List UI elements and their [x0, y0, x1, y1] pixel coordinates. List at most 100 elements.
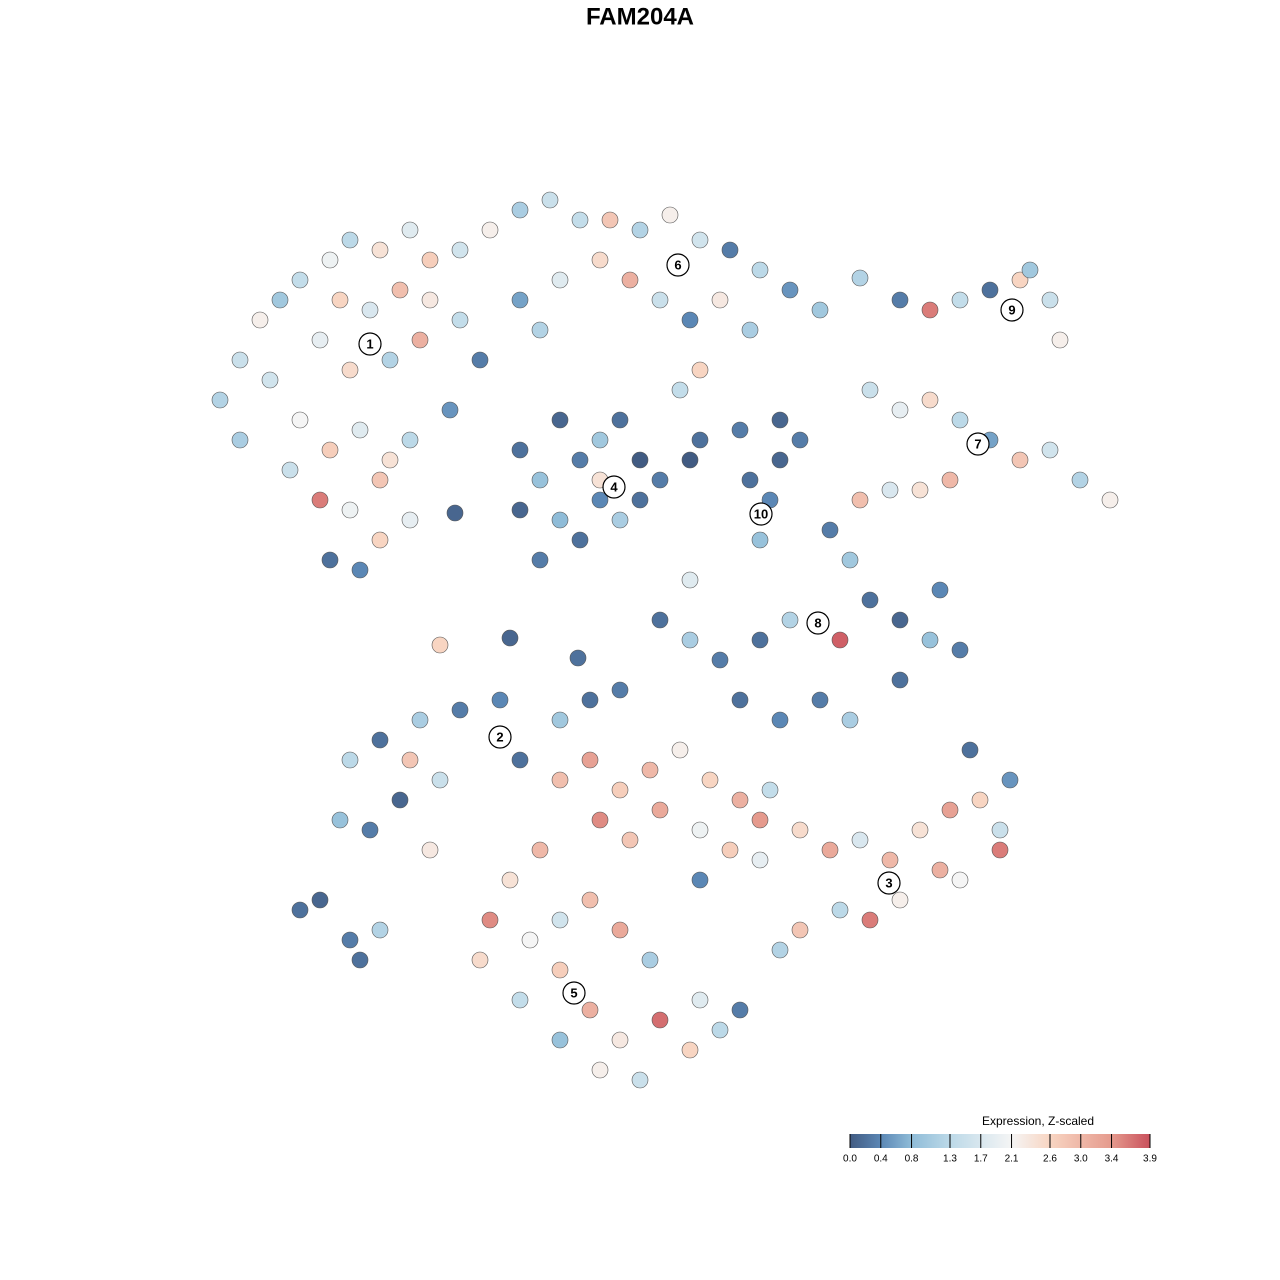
- point: [641, 761, 659, 779]
- point: [601, 211, 619, 229]
- point: [651, 291, 669, 309]
- point: [531, 471, 549, 489]
- point: [446, 504, 464, 522]
- cluster-label: 6: [674, 257, 681, 272]
- cluster-label: 3: [885, 875, 892, 890]
- point: [651, 1011, 669, 1029]
- point: [811, 301, 829, 319]
- point: [691, 431, 709, 449]
- point: [421, 841, 439, 859]
- point: [1051, 331, 1069, 349]
- point: [231, 351, 249, 369]
- point: [211, 391, 229, 409]
- cluster-label: 8: [814, 615, 821, 630]
- colorbar-tick-label: 2.6: [1043, 1154, 1057, 1165]
- colorbar-title: Expression, Z-scaled: [982, 1114, 1094, 1128]
- colorbar-tick-label: 1.3: [943, 1154, 957, 1165]
- point: [751, 851, 769, 869]
- colorbar-tick-label: 3.9: [1143, 1154, 1157, 1165]
- point: [991, 821, 1009, 839]
- point: [371, 921, 389, 939]
- point: [791, 821, 809, 839]
- point: [611, 1031, 629, 1049]
- colorbar-tick-label: 0.8: [905, 1154, 919, 1165]
- cluster-badge: [562, 981, 586, 1005]
- point: [511, 501, 529, 519]
- point: [651, 471, 669, 489]
- point: [591, 1061, 609, 1079]
- point: [1071, 471, 1089, 489]
- point: [891, 891, 909, 909]
- point: [861, 911, 879, 929]
- point: [511, 441, 529, 459]
- point: [651, 611, 669, 629]
- point: [951, 641, 969, 659]
- point: [771, 411, 789, 429]
- point: [401, 431, 419, 449]
- cluster-label: 5: [570, 985, 577, 1000]
- point: [641, 951, 659, 969]
- point: [311, 331, 329, 349]
- point: [861, 591, 879, 609]
- point: [471, 351, 489, 369]
- point: [951, 291, 969, 309]
- point: [481, 911, 499, 929]
- point: [751, 811, 769, 829]
- point: [741, 471, 759, 489]
- point: [371, 241, 389, 259]
- point: [631, 451, 649, 469]
- point: [661, 206, 679, 224]
- point: [591, 251, 609, 269]
- point: [671, 741, 689, 759]
- point: [331, 811, 349, 829]
- point: [851, 491, 869, 509]
- point: [681, 631, 699, 649]
- point: [771, 711, 789, 729]
- point: [251, 311, 269, 329]
- point: [921, 301, 939, 319]
- point: [451, 311, 469, 329]
- point: [621, 831, 639, 849]
- point: [551, 711, 569, 729]
- point: [771, 451, 789, 469]
- point: [731, 421, 749, 439]
- point: [691, 821, 709, 839]
- point: [511, 991, 529, 1009]
- point: [611, 511, 629, 529]
- point: [721, 841, 739, 859]
- point: [921, 631, 939, 649]
- point: [451, 241, 469, 259]
- point: [551, 961, 569, 979]
- cluster-badge: [1000, 298, 1024, 322]
- point: [621, 271, 639, 289]
- point: [631, 491, 649, 509]
- point: [421, 251, 439, 269]
- point: [1101, 491, 1119, 509]
- point: [321, 551, 339, 569]
- point: [691, 231, 709, 249]
- point: [341, 751, 359, 769]
- point: [731, 1001, 749, 1019]
- point: [711, 651, 729, 669]
- point: [711, 1021, 729, 1039]
- colorbar-tick-label: 3.4: [1105, 1154, 1119, 1165]
- point: [631, 1071, 649, 1089]
- point: [571, 211, 589, 229]
- cluster-badge: [749, 502, 773, 526]
- point: [381, 351, 399, 369]
- point: [981, 281, 999, 299]
- point: [691, 871, 709, 889]
- colorbar: [850, 1134, 1150, 1148]
- point: [511, 201, 529, 219]
- point: [281, 461, 299, 479]
- point: [431, 771, 449, 789]
- point: [751, 631, 769, 649]
- cluster-label: 2: [496, 729, 503, 744]
- point: [851, 269, 869, 287]
- point: [671, 381, 689, 399]
- point: [321, 251, 339, 269]
- point: [951, 871, 969, 889]
- point: [911, 821, 929, 839]
- point: [491, 691, 509, 709]
- point: [231, 431, 249, 449]
